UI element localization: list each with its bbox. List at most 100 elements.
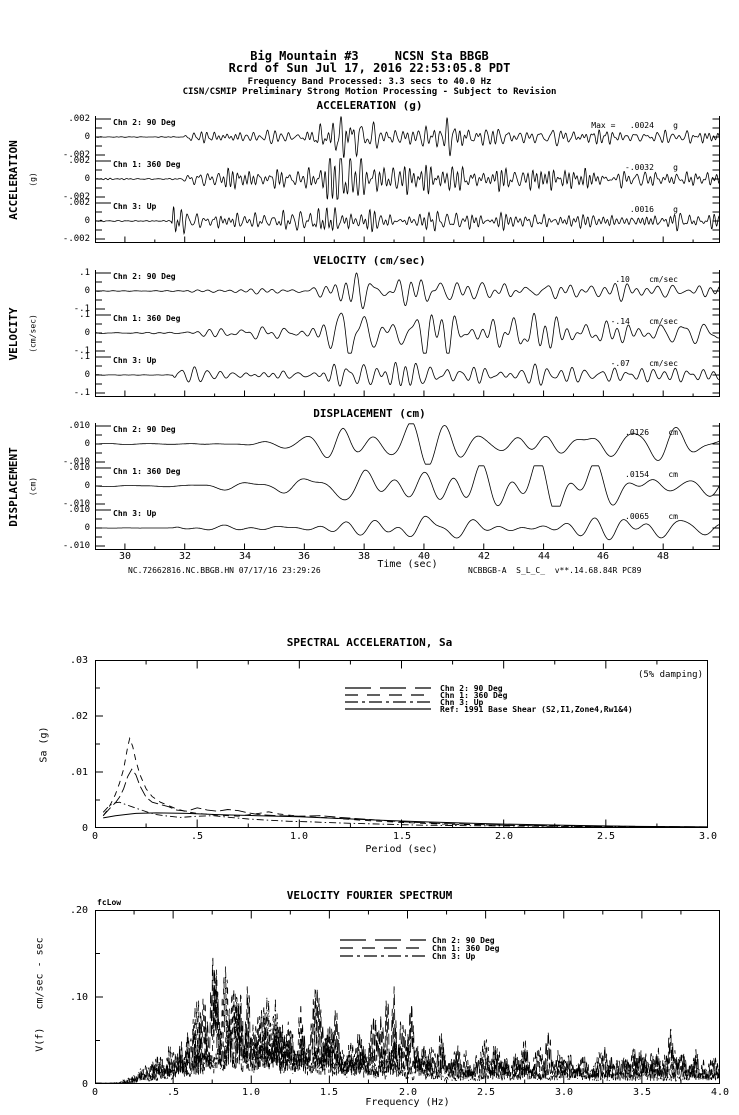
acceleration-ch1-ytick-zero: 0 [84, 132, 90, 142]
waveform-velocity-ch2 [95, 312, 720, 354]
station-title-line: Big Mountain #3 NCSN Sta BBGB [250, 49, 489, 63]
sa-xtick-0: 0 [91, 831, 99, 842]
displacement-ch2-ytick-bot: -.010 [62, 499, 90, 509]
time-tick-label-42: 42 [477, 551, 491, 562]
acceleration-time-axis [95, 236, 720, 243]
spectral-acceleration-title: SPECTRAL ACCELERATION, Sa [286, 636, 453, 649]
fc-low-marker: fcLow [97, 898, 122, 907]
acceleration-trace-1 [95, 116, 720, 158]
vf-xtick-3.0: 3.0 [554, 1087, 574, 1098]
time-tick-label-36: 36 [297, 551, 311, 562]
velocity-ch3-channel-label: Chn 3: Up [113, 356, 157, 365]
sa-xtick-1.5: 1.5 [392, 831, 412, 842]
vf-plot [95, 910, 720, 1084]
velocity-ch2-ytick-zero: 0 [84, 328, 90, 338]
velocity-ch1-max-label: .10 cm/sec [615, 275, 678, 284]
acceleration-axis-unit: (g) [28, 172, 38, 187]
sa-ytick-0: 0 [81, 823, 88, 834]
displacement-panel-title: DISPLACEMENT (cm) [313, 407, 426, 420]
sa-xtick-2.5: 2.5 [596, 831, 616, 842]
acceleration-ch3-ytick-top: .002 [68, 198, 90, 208]
time-tick-label-48: 48 [656, 551, 670, 562]
velocity-ch1-channel-label: Chn 2: 90 Deg [113, 272, 176, 281]
time-tick-label-40: 40 [417, 551, 431, 562]
acceleration-ch1-max-label: Max = .0024 g [591, 121, 678, 130]
displacement-trace-3 [95, 507, 720, 549]
displacement-ch1-ytick-zero: 0 [84, 439, 90, 449]
acceleration-panel-title: ACCELERATION (g) [316, 99, 423, 112]
vf-xtick-1.0: 1.0 [241, 1087, 261, 1098]
time-tick-label-30: 30 [118, 551, 132, 562]
acceleration-ch1-channel-label: Chn 2: 90 Deg [113, 118, 176, 127]
time-tick-label-44: 44 [537, 551, 551, 562]
acceleration-axis-label: ACCELERATION [7, 140, 20, 220]
acceleration-ch1-ytick-bot: -.002 [62, 150, 90, 160]
vf-ytick-0: 0 [81, 1079, 88, 1090]
acceleration-ch2-channel-label: Chn 1: 360 Deg [113, 160, 181, 169]
vf-xtick-.5: .5 [166, 1087, 180, 1098]
velocity-ch2-ytick-top: .1 [79, 310, 90, 320]
sa-axis-label: Sa (g) [38, 726, 50, 763]
velocity-ch1-ytick-bot: -.1 [73, 304, 90, 314]
vf-xtick-4.0: 4.0 [710, 1087, 730, 1098]
velocity-trace-2 [95, 312, 720, 354]
velocity-ch2-channel-label: Chn 1: 360 Deg [113, 314, 181, 323]
period-axis-label: Period (sec) [365, 844, 438, 855]
frequency-axis-label: Frequency (Hz) [365, 1097, 450, 1108]
fourier-spectrum-title: VELOCITY FOURIER SPECTRUM [286, 889, 453, 902]
acceleration-ch2-ytick-zero: 0 [84, 174, 90, 184]
displacement-ch3-ytick-bot: -.010 [62, 541, 90, 551]
displacement-axis-label: DISPLACEMENT [7, 447, 20, 527]
damping-annotation: (5% damping) [637, 670, 703, 680]
record-id-footer: NC.72662816.NC.BBGB.HN 07/17/16 23:29:26 [128, 566, 321, 575]
displacement-ch1-ytick-top: .010 [68, 421, 90, 431]
sa-legend-lines [345, 687, 431, 710]
vf-xtick-0: 0 [91, 1087, 99, 1098]
waveform-acceleration-ch2 [95, 158, 720, 200]
vf-legend-label-3: Chn 3: Up [432, 952, 476, 961]
velocity-panel-title: VELOCITY (cm/sec) [313, 254, 426, 267]
waveform-acceleration-ch3 [95, 206, 720, 235]
displacement-ch3-max-label: .0065 cm [625, 512, 678, 521]
displacement-ch1-channel-label: Chn 2: 90 Deg [113, 425, 176, 434]
velocity-ch3-ytick-zero: 0 [84, 370, 90, 380]
displacement-ch2-channel-label: Chn 1: 360 Deg [113, 467, 181, 476]
velocity-ch3-ytick-top: .1 [79, 352, 90, 362]
acceleration-ch1-ytick-top: .002 [68, 114, 90, 124]
vf-xtick-1.5: 1.5 [319, 1087, 339, 1098]
displacement-ch3-ytick-zero: 0 [84, 523, 90, 533]
sa-ytick-.01: .01 [69, 767, 88, 778]
vf-legend-label-1: Chn 2: 90 Deg [432, 936, 495, 945]
sa-xtick-3.0: 3.0 [698, 831, 718, 842]
time-tick-label-34: 34 [238, 551, 252, 562]
displacement-ch1-ytick-bot: -.010 [62, 457, 90, 467]
processing-id-footer: NCBBGB-A S_L_C_ v**.14.68.84R PC89 [468, 566, 642, 575]
acceleration-ch2-ytick-top: .002 [68, 156, 90, 166]
velocity-ch3-ytick-bot: -.1 [73, 388, 90, 398]
time-tick-label-46: 46 [596, 551, 610, 562]
waveform-displacement-ch2 [95, 465, 720, 507]
vf-ytick-.20: .20 [69, 905, 88, 916]
sa-legend-label-1: Chn 2: 90 Deg [440, 684, 503, 693]
displacement-ch3-ytick-top: .010 [68, 505, 90, 515]
displacement-trace-1 [95, 423, 720, 465]
sa-series-2 [102, 736, 708, 828]
velocity-ch3-max-label: -.07 cm/sec [610, 359, 678, 368]
vf-series-3 [95, 996, 720, 1084]
velocity-ch1-ytick-top: .1 [79, 268, 90, 278]
acceleration-ch3-ytick-zero: 0 [84, 216, 90, 226]
record-date-line: Rcrd of Sun Jul 17, 2016 22:53:05.8 PDT [228, 61, 511, 75]
sa-ytick-.03: .03 [69, 655, 88, 666]
sa-plot [95, 660, 708, 828]
sa-xtick-1.0: 1.0 [289, 831, 309, 842]
sa-legend-label-4: Ref: 1991 Base Shear (S2,I1,Zone4,Rw1&4) [440, 705, 633, 714]
velocity-time-axis [95, 390, 720, 397]
vf-legend-lines [340, 939, 426, 957]
displacement-ch3-channel-label: Chn 3: Up [113, 509, 157, 518]
waveform-velocity-ch3 [95, 361, 720, 387]
waveform-acceleration-ch1 [95, 116, 720, 158]
vf-ytick-.10: .10 [69, 992, 88, 1003]
acceleration-ch3-max-label: .0016 g [629, 205, 678, 214]
sa-series-1 [102, 768, 708, 828]
